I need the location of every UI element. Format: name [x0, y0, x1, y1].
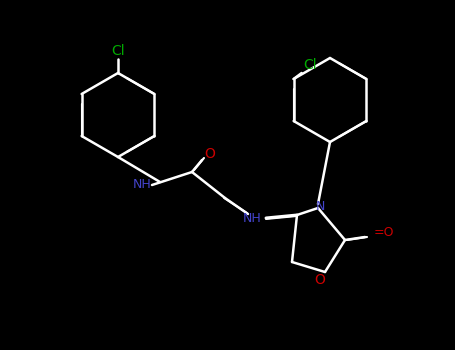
Text: N: N	[315, 199, 325, 212]
Text: O: O	[205, 147, 215, 161]
Text: NH: NH	[243, 211, 261, 224]
Text: Cl: Cl	[111, 44, 125, 58]
Text: Cl: Cl	[303, 58, 316, 72]
Text: =O: =O	[374, 226, 394, 239]
Text: NH: NH	[133, 178, 152, 191]
Text: O: O	[314, 273, 325, 287]
